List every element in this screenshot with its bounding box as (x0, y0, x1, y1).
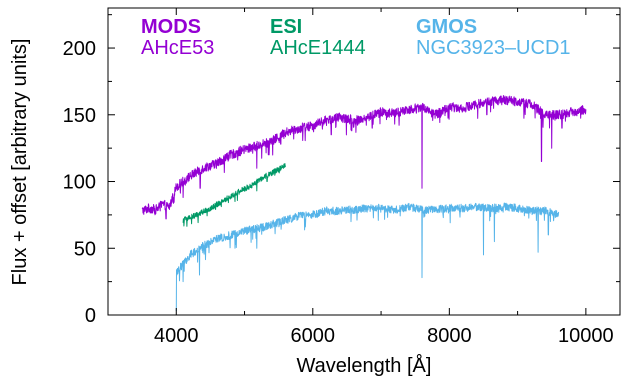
spectrum-line-mods (141, 95, 587, 220)
y-axis-title: Flux + offset [arbitrary units] (9, 39, 31, 286)
legend-esi-object: AHcE1444 (270, 37, 366, 59)
legend-esi-instrument: ESI (270, 16, 302, 38)
x-axis-title: Wavelength [Å] (297, 354, 432, 377)
spectrum-line-esi (182, 163, 286, 227)
y-tick-label: 100 (63, 172, 96, 194)
legend-mods-object: AHcE53 (141, 37, 214, 59)
spectrum-line-gmos (175, 202, 560, 312)
y-tick-label: 0 (85, 305, 96, 327)
legend-mods-instrument: MODS (141, 16, 201, 38)
y-tick-label: 150 (63, 105, 96, 127)
legend-gmos-object: NGC3923–UCD1 (416, 37, 571, 59)
x-tick-label: 6000 (291, 325, 336, 347)
x-tick-label: 4000 (154, 325, 199, 347)
series-layer (141, 95, 587, 312)
x-tick-label: 10000 (558, 325, 614, 347)
legend-gmos-instrument: GMOS (416, 16, 477, 38)
y-tick-label: 200 (63, 38, 96, 60)
tick-layer: 4000 6000 8000 10000 0 50 100 150 200 (63, 8, 620, 347)
y-tick-label: 50 (74, 238, 96, 260)
plot-frame (107, 7, 621, 316)
x-tick-label: 8000 (427, 325, 472, 347)
